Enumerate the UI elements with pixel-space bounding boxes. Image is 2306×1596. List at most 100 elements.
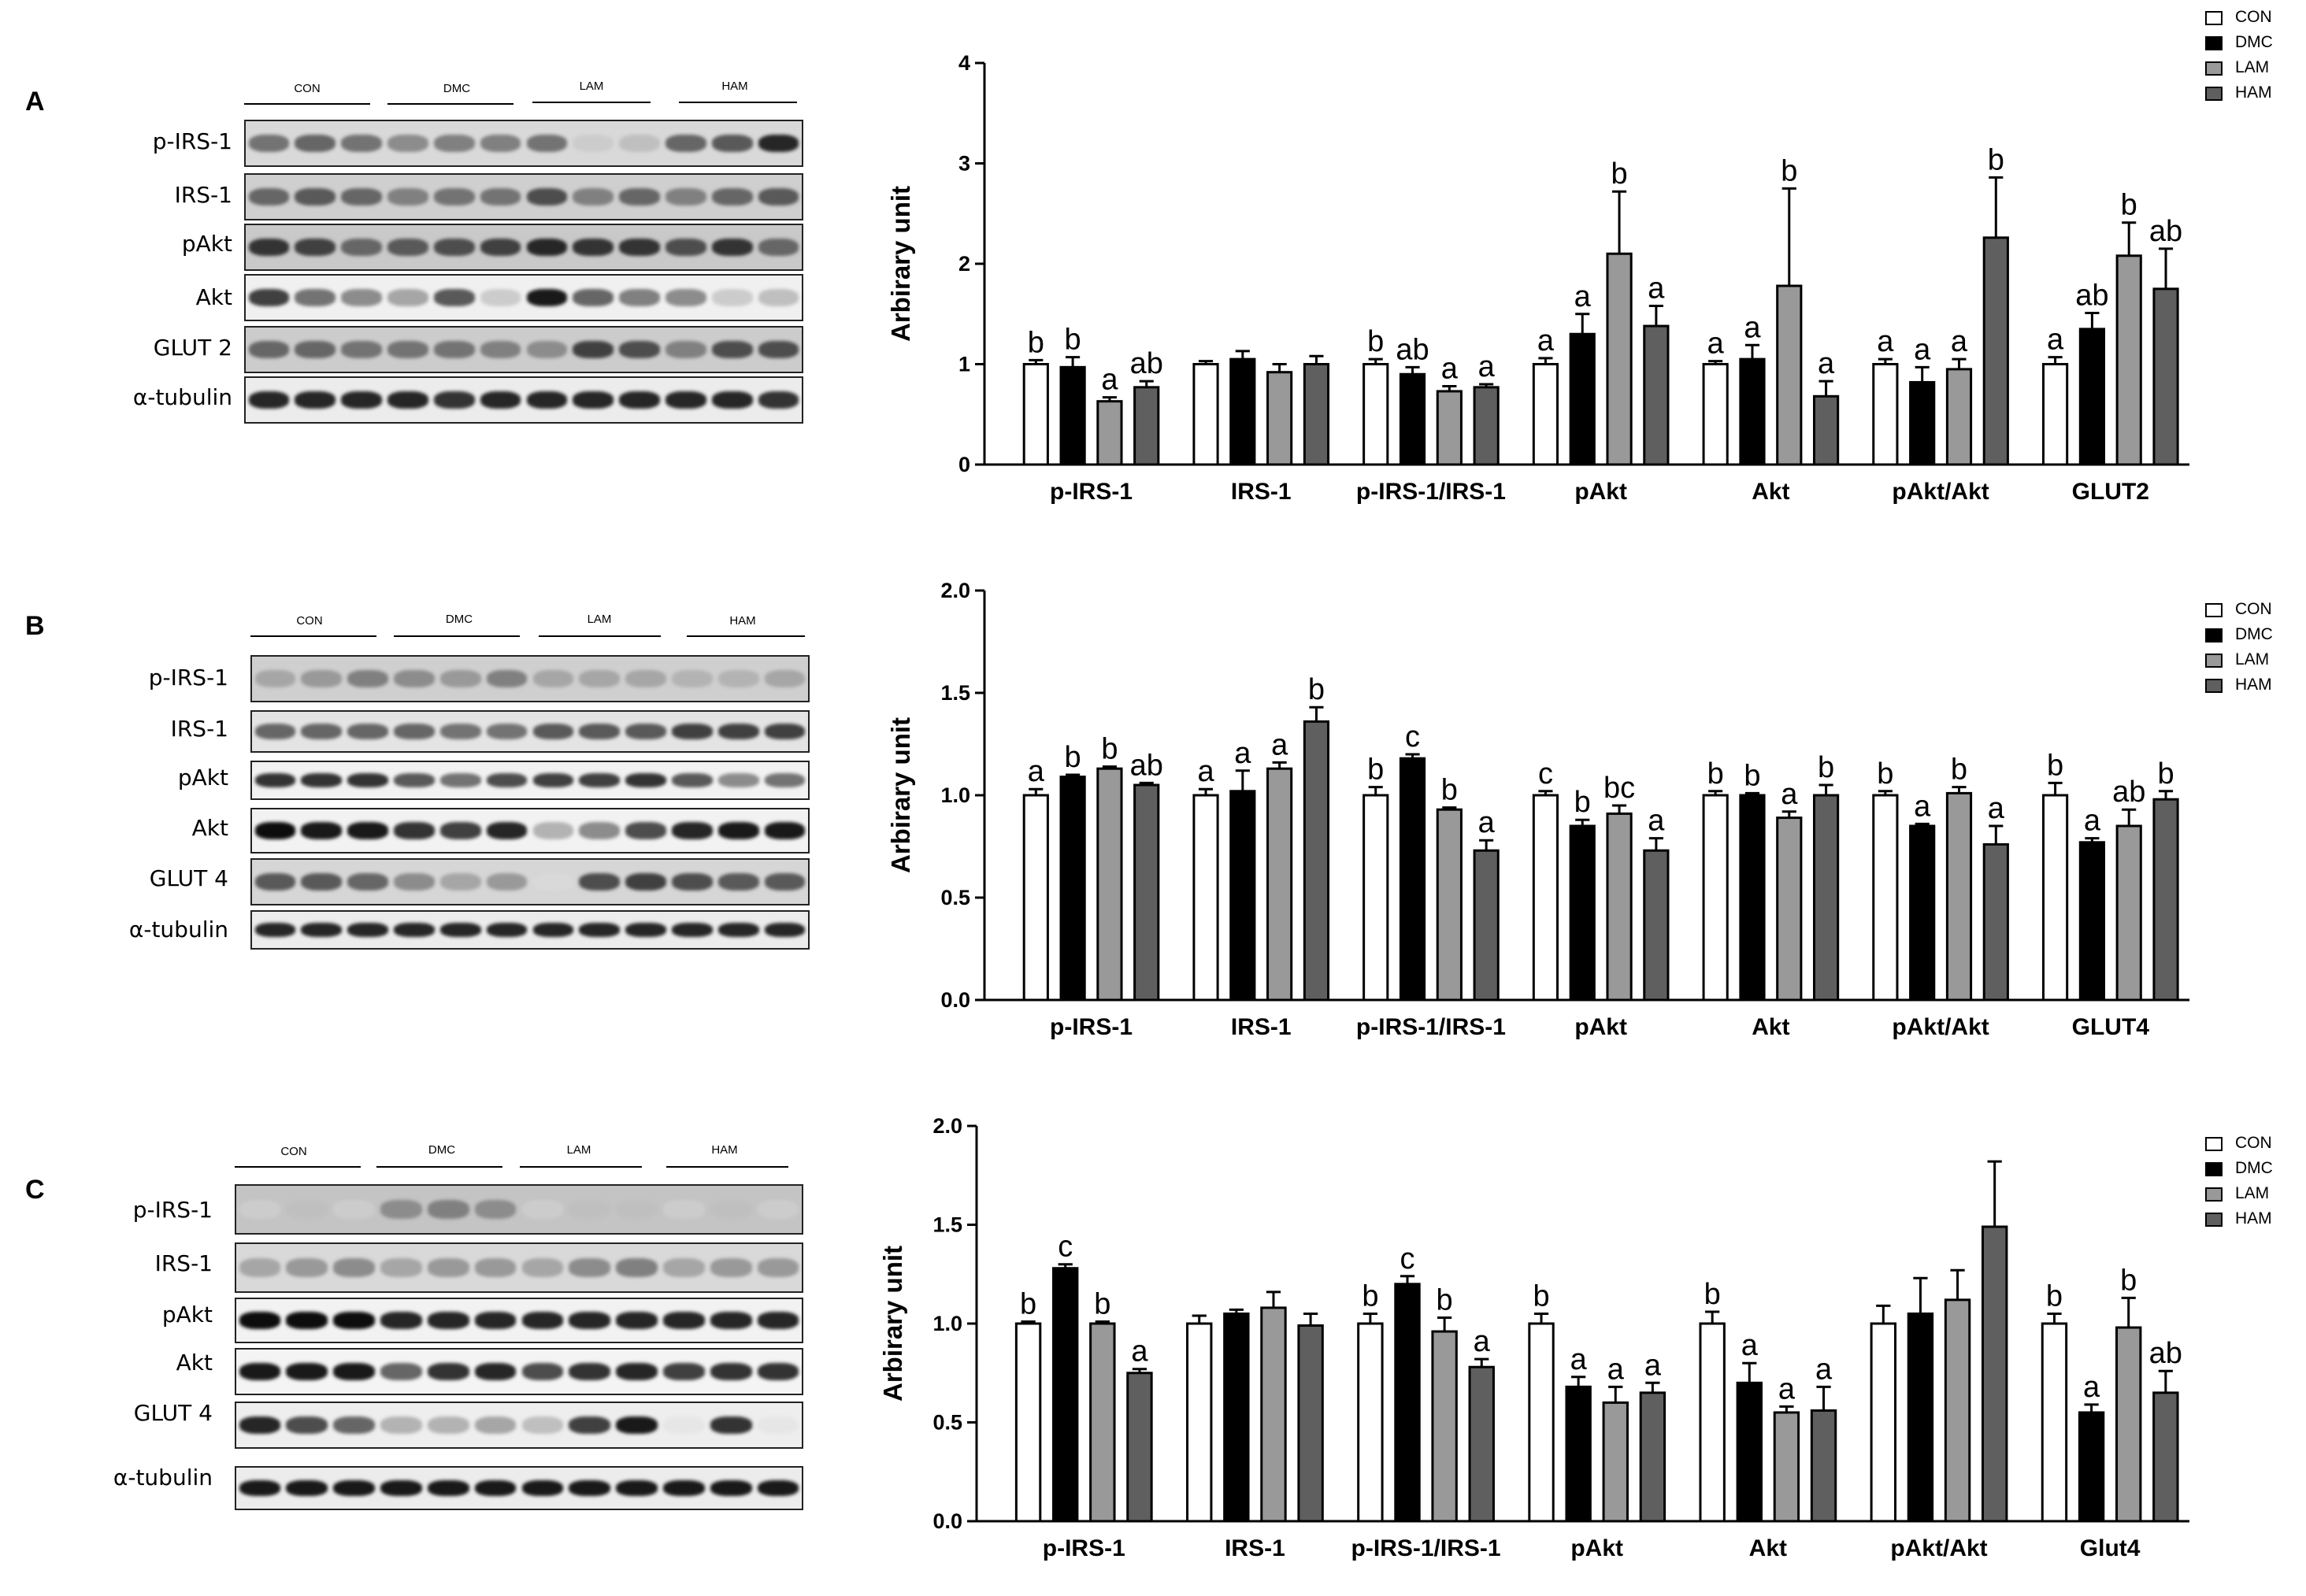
blot-band — [758, 288, 799, 307]
group-label: LAM — [579, 80, 604, 93]
blot-band — [526, 391, 568, 409]
blot-band — [758, 340, 799, 359]
significance-label: a — [1914, 790, 1931, 823]
bar — [1776, 817, 1803, 1002]
blot-band — [663, 1362, 705, 1381]
blot-band — [439, 724, 481, 739]
blot-band — [573, 134, 614, 153]
significance-label: b — [1362, 1279, 1378, 1313]
blot-band — [286, 1258, 328, 1277]
legend-label: LAM — [2235, 1184, 2270, 1202]
band-label: GLUT 2 — [153, 335, 232, 361]
legend-item: HAM — [2205, 676, 2300, 701]
panel-a: A CON DMC LAM HAM p-IRS-1 IRS-1 pAkt Akt… — [0, 0, 2306, 535]
blot-band — [439, 822, 481, 839]
blot-band — [764, 872, 806, 891]
blot-band — [764, 669, 806, 688]
significance-label: a — [1877, 325, 1894, 358]
blot-band — [710, 1362, 752, 1381]
blot-strip — [235, 1466, 803, 1510]
blot-band — [333, 1362, 375, 1381]
group-label: DMC — [443, 82, 471, 95]
blot-band — [526, 288, 568, 307]
blot-band — [665, 391, 706, 409]
bar — [1223, 1312, 1250, 1523]
blot-band — [248, 340, 290, 359]
significance-label: a — [1478, 350, 1496, 383]
blot-band — [387, 187, 428, 206]
blot-strip — [244, 224, 803, 271]
significance-label: a — [1648, 805, 1665, 838]
bar — [1643, 324, 1670, 466]
blot-band — [380, 1258, 422, 1277]
legend-swatch-ham — [2205, 1213, 2223, 1227]
x-category-label: p-IRS-1/IRS-1 — [1356, 1014, 1506, 1040]
blot-band — [757, 1479, 799, 1497]
bar — [1059, 776, 1086, 1002]
x-category-label: IRS-1 — [1225, 1535, 1285, 1561]
blot-band — [663, 1200, 705, 1219]
blot-band — [433, 288, 475, 307]
blot-band — [663, 1312, 705, 1329]
significance-label: b — [1367, 754, 1384, 787]
x-category-label: pAkt — [1570, 1535, 1623, 1561]
blot-band — [573, 288, 614, 307]
blot-band — [579, 724, 621, 739]
blot-band — [480, 340, 521, 359]
western-blot: CON DMC LAM HAM p-IRS-1 IRS-1 pAkt Akt G… — [0, 535, 866, 1071]
significance-label: ab — [1396, 333, 1429, 366]
y-tick-label: 2 — [958, 252, 970, 276]
y-tick-label: 1.0 — [932, 1312, 962, 1335]
band-label: GLUT 4 — [133, 1400, 213, 1426]
bar — [2078, 841, 2105, 1002]
significance-label: a — [2084, 805, 2101, 838]
blot-band — [347, 822, 388, 839]
bar — [1870, 1322, 1897, 1523]
blot-band — [380, 1312, 422, 1329]
blot-band — [248, 238, 290, 257]
blot-band — [717, 772, 759, 788]
blot-band — [569, 1416, 611, 1435]
blot-band — [619, 238, 660, 257]
blot-band — [573, 391, 614, 409]
blot-band — [672, 822, 713, 839]
blot-band — [672, 724, 713, 739]
x-category-label: GLUT4 — [2072, 1014, 2150, 1040]
blot-band — [757, 1312, 799, 1329]
blot-band — [286, 1416, 328, 1435]
bar — [1945, 791, 1973, 1002]
blot-band — [764, 772, 806, 788]
bar — [1133, 783, 1160, 1002]
bar — [1945, 368, 1973, 466]
y-axis-label: Arbirary unit — [886, 186, 915, 342]
x-category-label: pAkt/Akt — [1890, 1535, 1987, 1561]
blot-band — [625, 772, 666, 788]
bar — [2115, 1326, 2142, 1523]
blot-strip — [244, 326, 803, 373]
blot-strip — [235, 1402, 803, 1449]
bar — [1639, 1391, 1666, 1523]
significance-label: a — [1988, 792, 2005, 825]
bar — [1436, 808, 1463, 1002]
significance-label: b — [1951, 754, 1967, 787]
bar — [1909, 824, 1936, 1002]
blot-band — [387, 391, 428, 409]
blot-band — [757, 1416, 799, 1435]
legend-item: CON — [2205, 1134, 2300, 1159]
group-label: LAM — [587, 613, 612, 626]
blot-band — [757, 1258, 799, 1277]
blot-band — [757, 1362, 799, 1381]
bar — [1473, 386, 1500, 466]
blot-band — [433, 238, 475, 257]
blot-band — [474, 1479, 517, 1497]
significance-label: c — [1405, 720, 1420, 754]
blot-band — [286, 1479, 328, 1497]
blot-band — [427, 1312, 469, 1329]
blot-band — [710, 1200, 752, 1219]
blot-band — [433, 391, 475, 409]
y-tick-label: 1.5 — [932, 1213, 962, 1237]
legend-swatch-lam — [2205, 654, 2223, 668]
blot-band — [711, 238, 753, 257]
blot-band — [711, 134, 753, 153]
